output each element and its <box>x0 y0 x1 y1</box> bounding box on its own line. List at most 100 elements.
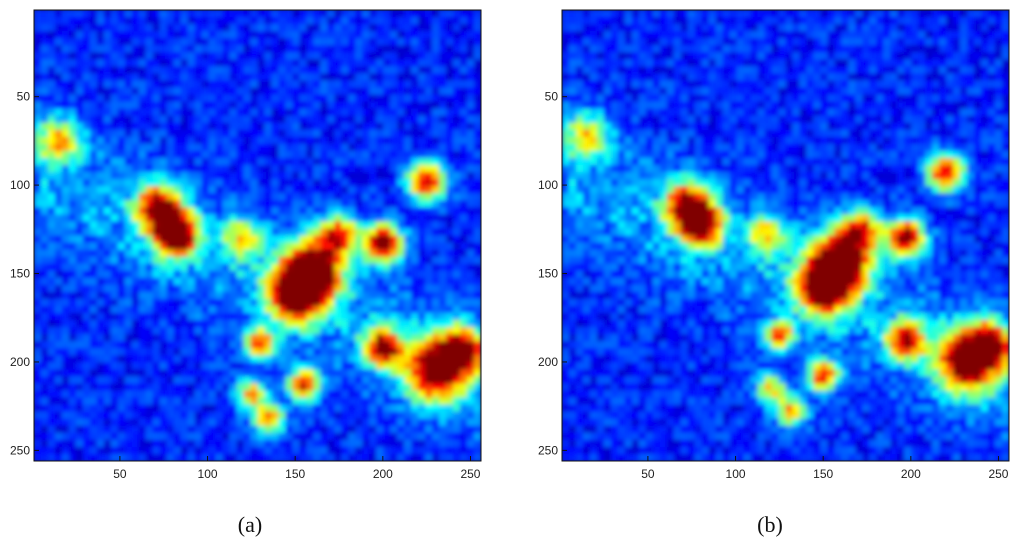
heatmap-cell <box>411 291 419 300</box>
heatmap-cell <box>243 207 252 215</box>
heatmap-cell <box>187 31 196 39</box>
heatmap-cell <box>54 101 63 110</box>
heatmap-cell <box>341 228 349 237</box>
heatmap-cell <box>369 228 377 237</box>
heatmap-cell <box>939 45 947 53</box>
heatmap-cell <box>425 136 433 145</box>
heatmap-cell <box>201 369 210 378</box>
heatmap-cell <box>250 228 259 237</box>
heatmap-cell <box>397 404 405 413</box>
heatmap-cell <box>117 453 126 461</box>
heatmap-cell <box>215 66 224 75</box>
heatmap-cell <box>320 383 328 392</box>
heatmap-cell <box>236 298 245 307</box>
heatmap-cell <box>110 24 119 32</box>
heatmap-cell <box>418 66 426 75</box>
heatmap-cell <box>348 334 356 342</box>
heatmap-cell <box>166 207 175 215</box>
heatmap-cell <box>383 186 391 194</box>
heatmap-cell <box>208 17 217 25</box>
heatmap-cell <box>103 94 112 103</box>
heatmap-cell <box>596 10 605 18</box>
heatmap-cell <box>243 256 252 265</box>
heatmap-cell <box>229 404 238 413</box>
heatmap-cell <box>201 38 210 46</box>
heatmap-cell <box>460 425 468 434</box>
heatmap-cell <box>117 249 126 258</box>
heatmap-cell <box>953 59 961 67</box>
heatmap-cell <box>40 348 49 356</box>
heatmap-cell <box>383 200 391 208</box>
heatmap-cell <box>320 38 328 46</box>
heatmap-cell <box>404 439 412 448</box>
heatmap-cell <box>390 284 398 293</box>
heatmap-cell <box>425 270 433 279</box>
heatmap-cell <box>411 425 419 434</box>
heatmap-cell <box>47 52 56 60</box>
heatmap-cell <box>397 425 405 434</box>
heatmap-cell <box>194 284 203 293</box>
heatmap-cell <box>243 87 252 96</box>
heatmap-cell <box>432 397 440 406</box>
heatmap-cell <box>659 38 668 46</box>
heatmap-cell <box>582 45 591 53</box>
heatmap-cell <box>229 150 238 159</box>
heatmap-cell <box>138 157 147 166</box>
heatmap-cell <box>222 242 231 251</box>
heatmap-cell <box>292 291 300 300</box>
heatmap-cell <box>271 256 280 265</box>
heatmap-cell <box>313 122 321 131</box>
heatmap-cell <box>117 235 126 244</box>
heatmap-cell <box>61 143 70 152</box>
heatmap-cell <box>40 446 49 455</box>
heatmap-cell <box>131 165 140 173</box>
heatmap-cell <box>47 383 56 392</box>
heatmap-cell <box>257 10 266 18</box>
heatmap-cell <box>320 397 328 406</box>
heatmap-cell <box>362 31 370 39</box>
heatmap-cell <box>432 17 440 25</box>
heatmap-cell <box>124 31 133 39</box>
heatmap-cell <box>40 418 49 427</box>
heatmap-cell <box>680 10 689 18</box>
heatmap-cell <box>68 235 77 244</box>
heatmap-cell <box>243 200 252 208</box>
heatmap-cell <box>446 235 454 244</box>
heatmap-cell <box>243 291 252 300</box>
heatmap-cell <box>355 305 363 314</box>
heatmap-cell <box>341 150 349 159</box>
heatmap-cell <box>474 87 481 96</box>
heatmap-cell <box>131 101 140 110</box>
heatmap-cell <box>383 52 391 60</box>
heatmap-cell <box>411 17 419 25</box>
heatmap-cell <box>383 24 391 32</box>
heatmap-cell <box>243 263 252 272</box>
heatmap-cell <box>82 38 91 46</box>
y-tick-label: 150 <box>10 267 30 281</box>
heatmap-cell <box>460 10 468 18</box>
heatmap-cell <box>460 136 468 145</box>
heatmap-cell <box>285 235 294 244</box>
heatmap-cell <box>911 38 919 46</box>
heatmap-cell <box>453 172 461 180</box>
heatmap-cell <box>61 52 70 60</box>
heatmap-cell <box>397 179 405 187</box>
heatmap-cell <box>383 94 391 103</box>
heatmap-cell <box>257 313 266 321</box>
heatmap-cell <box>334 362 342 370</box>
heatmap-cell <box>439 355 447 363</box>
heatmap-cell <box>236 94 245 103</box>
heatmap-cell <box>34 52 42 60</box>
heatmap-cell <box>750 31 759 39</box>
heatmap-cell <box>96 80 105 89</box>
heatmap-cell <box>355 87 363 96</box>
heatmap-cell <box>439 157 447 166</box>
heatmap-cell <box>257 327 266 335</box>
heatmap-cell <box>187 242 196 251</box>
heatmap-cell <box>362 157 370 166</box>
heatmap-cell <box>327 242 335 251</box>
heatmap-cell <box>117 73 126 82</box>
heatmap-cell <box>596 38 605 46</box>
heatmap-cell <box>404 87 412 96</box>
heatmap-cell <box>215 256 224 265</box>
